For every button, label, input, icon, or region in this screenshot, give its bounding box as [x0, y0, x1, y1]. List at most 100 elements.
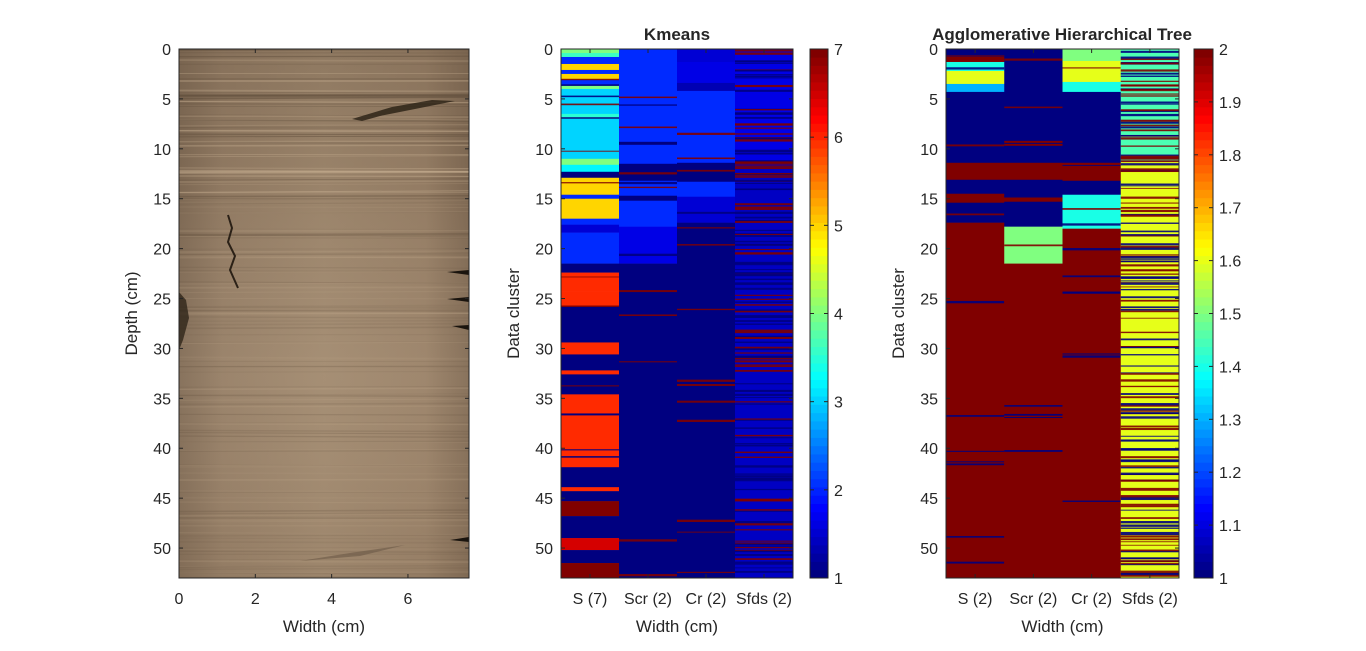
- aht-cell: [946, 61, 1005, 72]
- kmeans-cell: [561, 113, 620, 120]
- aht-band: [1062, 326, 1121, 329]
- aht-band: [1120, 170, 1179, 173]
- kmeans-colorbar-swatch: [810, 139, 828, 149]
- kmeans-colorbar-swatch: [810, 396, 828, 405]
- aht-colorbar-swatch: [1194, 429, 1213, 438]
- aht-colorbar-swatch: [1194, 503, 1213, 513]
- kmeans-band: [561, 95, 619, 98]
- kmeans-colorbar-swatch: [810, 98, 828, 108]
- kmeans-band: [735, 488, 793, 491]
- aht-colorbar-swatch: [1194, 346, 1213, 356]
- aht-colorbar-swatch: [1194, 156, 1213, 166]
- kmeans-colorbar-swatch: [810, 462, 828, 471]
- kmeans-colorbar-swatch: [810, 478, 828, 488]
- kmeans-band: [735, 477, 793, 480]
- aht-colorbar-swatch: [1194, 520, 1213, 529]
- aht-colorbar-tick-label: 1.2: [1219, 465, 1241, 482]
- aht-colorbar-swatch: [1194, 288, 1213, 298]
- kmeans-band: [561, 103, 619, 106]
- aht-cell: [1062, 49, 1122, 62]
- aht-band: [1062, 237, 1121, 240]
- kmeans-band: [677, 357, 735, 359]
- kmeans-band: [735, 360, 793, 363]
- aht-band: [1120, 247, 1179, 250]
- kmeans-band: [735, 390, 793, 392]
- kmeans-band: [561, 482, 619, 485]
- core-ytick-label: 10: [153, 142, 171, 159]
- aht-colorbar-swatch: [1194, 272, 1213, 281]
- aht-cell: [1004, 162, 1063, 181]
- kmeans-cell: [561, 394, 620, 459]
- aht-band: [946, 536, 1005, 538]
- kmeans-band: [735, 176, 793, 178]
- kmeans-cell: [561, 550, 620, 564]
- aht-band: [1120, 103, 1179, 105]
- kmeans-colorbar-swatch: [810, 354, 828, 364]
- aht-band: [1120, 168, 1179, 171]
- kmeans-colorbar-tick-label: 4: [834, 307, 843, 324]
- kmeans-band: [735, 219, 793, 222]
- kmeans-cell: [677, 162, 736, 183]
- aht-band: [1120, 505, 1179, 508]
- kmeans-band: [735, 74, 793, 75]
- kmeans-band: [735, 233, 793, 235]
- core-ytick-label: 40: [153, 441, 171, 458]
- kmeans-band: [735, 509, 793, 511]
- aht-colorbar-swatch: [1194, 330, 1213, 339]
- kmeans-band: [619, 495, 677, 497]
- kmeans-band: [735, 545, 793, 547]
- kmeans-colorbar-swatch: [810, 65, 828, 75]
- aht-cell: [1004, 263, 1063, 579]
- kmeans-colorbar-swatch: [810, 73, 828, 83]
- kmeans-band: [735, 278, 793, 281]
- aht-band: [1120, 69, 1179, 72]
- aht-colorbar-swatch: [1194, 206, 1213, 215]
- kmeans-band: [735, 310, 793, 313]
- kmeans-cell: [561, 92, 620, 115]
- kmeans-band: [735, 167, 793, 170]
- kmeans-band: [735, 63, 793, 64]
- kmeans-band: [677, 132, 735, 135]
- kmeans-band: [735, 174, 793, 176]
- aht-band: [1120, 134, 1179, 137]
- kmeans-band: [619, 534, 677, 536]
- aht-band: [1120, 234, 1179, 237]
- aht-colorbar-swatch: [1194, 495, 1213, 505]
- aht-colorbar-swatch: [1194, 98, 1213, 108]
- kmeans-band: [677, 227, 735, 229]
- kmeans-band: [735, 498, 793, 501]
- aht-band: [1120, 286, 1179, 288]
- aht-band: [946, 144, 1005, 147]
- aht-cell: [946, 91, 1005, 164]
- kmeans-band: [735, 208, 793, 211]
- aht-band: [1120, 460, 1179, 463]
- kmeans-ytick-label: 25: [535, 292, 553, 309]
- aht-band: [1120, 258, 1179, 260]
- aht-band: [946, 354, 1005, 356]
- aht-band: [946, 401, 1005, 405]
- aht-colorbar-tick-label: 1.7: [1219, 201, 1241, 218]
- kmeans-cell: [561, 171, 620, 179]
- kmeans-cell: [735, 49, 794, 163]
- aht-band: [1120, 56, 1179, 59]
- aht-cell: [1120, 49, 1180, 163]
- kmeans-colorbar-tick-label: 5: [834, 218, 843, 235]
- aht-band: [1120, 282, 1179, 285]
- aht-colorbar-swatch: [1194, 561, 1213, 571]
- kmeans-cell: [619, 141, 678, 146]
- aht-band: [1004, 413, 1063, 416]
- kmeans-band: [735, 403, 793, 405]
- aht-band: [946, 450, 1005, 452]
- kmeans-cell: [561, 194, 620, 200]
- aht-band: [946, 55, 1005, 57]
- aht-band: [946, 245, 1005, 247]
- kmeans-colorbar-swatch: [810, 280, 828, 290]
- aht-band: [1120, 403, 1179, 406]
- kmeans-band: [735, 480, 793, 482]
- aht-band: [1004, 450, 1063, 452]
- aht-band: [1120, 541, 1179, 543]
- aht-colorbar-swatch: [1194, 420, 1213, 430]
- kmeans-colorbar-swatch: [810, 181, 828, 190]
- kmeans-band: [619, 398, 677, 401]
- aht-ytick-label: 0: [929, 42, 938, 59]
